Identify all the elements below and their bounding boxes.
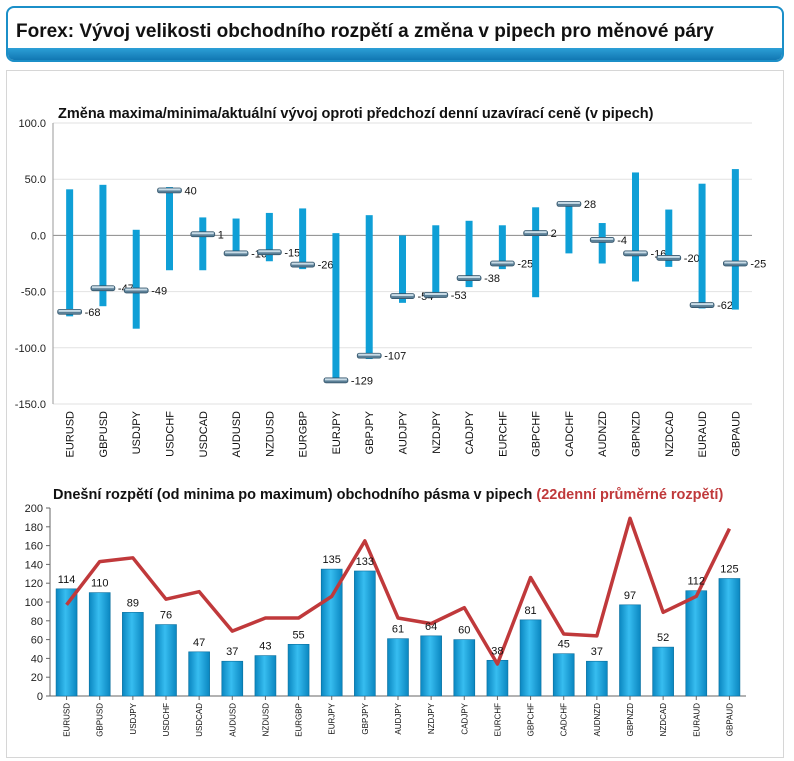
header-accent-bar: [8, 48, 782, 60]
charts-panel: [6, 70, 784, 758]
page-title: Forex: Vývoj velikosti obchodního rozpět…: [16, 21, 714, 42]
header-box: Forex: Vývoj velikosti obchodního rozpět…: [6, 6, 784, 62]
